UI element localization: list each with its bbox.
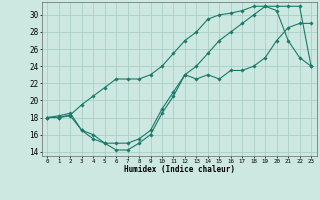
X-axis label: Humidex (Indice chaleur): Humidex (Indice chaleur): [124, 165, 235, 174]
